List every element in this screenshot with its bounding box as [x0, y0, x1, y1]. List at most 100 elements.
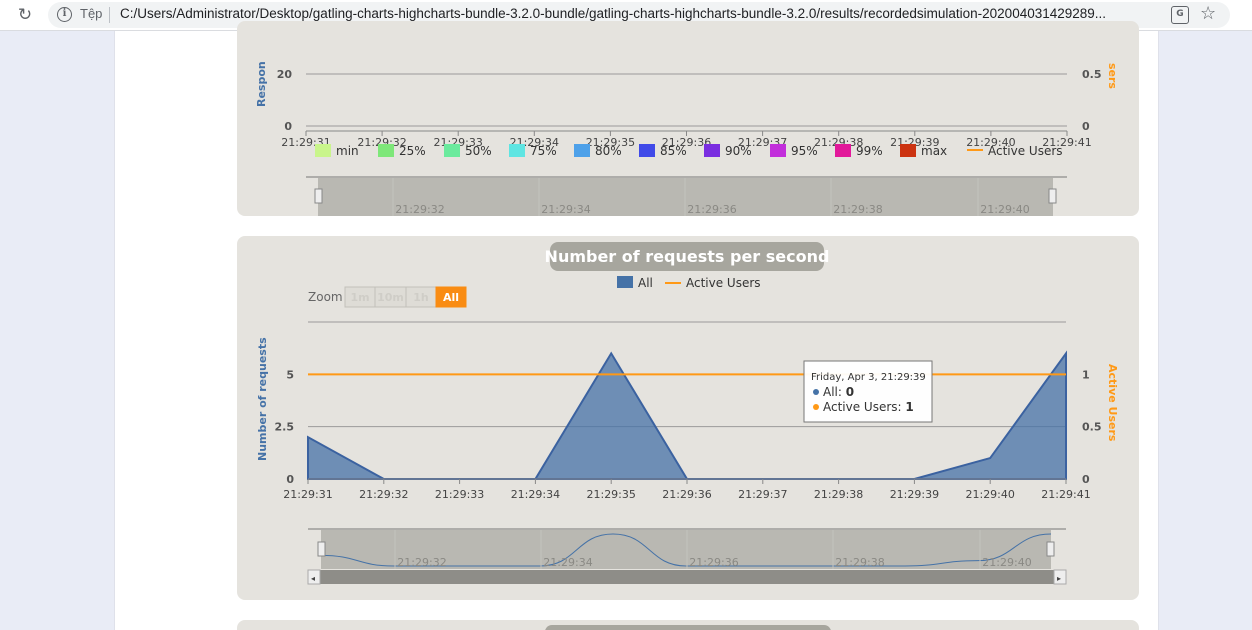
- zoom-button-All[interactable]: All: [435, 286, 467, 308]
- legend-item[interactable]: 95%: [770, 144, 818, 158]
- zoom-button-1m[interactable]: 1m: [344, 286, 376, 308]
- report-page: 20 0 0.5 0 Respon sers 21:29:31 21:29:32 21:…: [114, 21, 1159, 630]
- navigator-tick-label: 21:29:38: [835, 556, 884, 569]
- navigator-window[interactable]: [321, 530, 1051, 569]
- tooltip-all-row: All: 0: [823, 385, 854, 399]
- legend-label: Active Users: [988, 144, 1063, 158]
- x-tick-label: 21:29:35: [586, 136, 635, 149]
- navigator-right-handle[interactable]: [1046, 541, 1055, 557]
- requests-chart: Number of requests per second All Active…: [256, 242, 1119, 585]
- navigator-left-handle[interactable]: [314, 188, 323, 204]
- y2-tick-label: 0.5: [1082, 68, 1102, 81]
- y2-tick-label: 0: [1082, 473, 1090, 486]
- navigator-tick-label: 21:29:32: [397, 556, 446, 569]
- tooltip-users-value: 1: [905, 400, 913, 414]
- legend-item[interactable]: Active Users: [967, 144, 1063, 158]
- tooltip-all-value: 0: [846, 385, 854, 399]
- legend-label: 95%: [791, 144, 818, 158]
- y-tick-label: 2.5: [275, 421, 295, 434]
- x-tick-label: 21:29:33: [435, 488, 484, 501]
- legend: min 25% 50% 75% 80% 85% 90% 95% 99% max Active Use…: [315, 144, 1063, 158]
- info-icon[interactable]: i: [57, 7, 72, 22]
- legend-item[interactable]: 50%: [444, 144, 492, 158]
- legend-item[interactable]: 75%: [509, 144, 557, 158]
- legend-item[interactable]: 90%: [704, 144, 752, 158]
- legend-swatch: [574, 144, 590, 157]
- x-tick-label: 21:29:34: [511, 488, 560, 501]
- legend-swatch-all[interactable]: [617, 276, 633, 288]
- y2-axis-ticks: 0.50: [1082, 68, 1102, 133]
- x-tick-label: 21:29:36: [662, 488, 711, 501]
- reload-icon[interactable]: ↻: [17, 5, 33, 25]
- navigator-left-handle[interactable]: [317, 541, 326, 557]
- navigator-ticks: 21:29:32 21:29:34 21:29:36 21:29:38 21:29:40: [394, 530, 1032, 569]
- x-tick-label: 21:29:36: [662, 136, 711, 149]
- legend-item[interactable]: 99%: [835, 144, 883, 158]
- chart-title-background: [550, 242, 824, 271]
- zoom-label: Zoom: [308, 290, 343, 304]
- legend-item[interactable]: 80%: [574, 144, 622, 158]
- navigator-series-line: [320, 533, 1052, 567]
- legend-item[interactable]: 25%: [378, 144, 426, 158]
- legend-swatch: [770, 144, 786, 157]
- navigator-right-handle[interactable]: [1048, 188, 1057, 204]
- y-tick-label: 0: [284, 120, 292, 133]
- legend-label: 80%: [595, 144, 622, 158]
- url-text[interactable]: C:/Users/Administrator/Desktop/gatling-c…: [120, 6, 1107, 21]
- navigator-tick-label: 21:29:34: [541, 203, 590, 216]
- navigator-tick-label: 21:29:40: [982, 556, 1031, 569]
- scheme-label: Tệp: [80, 6, 103, 21]
- y-tick-label: 5: [286, 368, 294, 381]
- legend-label: 25%: [399, 144, 426, 158]
- zoom-button-label: 1h: [413, 291, 429, 304]
- legend-swatch: [704, 144, 720, 157]
- navigator-tick-label: 21:29:36: [689, 556, 738, 569]
- address-bar[interactable]: i Tệp C:/Users/Administrator/Desktop/gat…: [48, 2, 1230, 28]
- x-tick-label: 21:29:32: [357, 136, 406, 149]
- bookmark-star-icon[interactable]: ☆: [1200, 3, 1217, 24]
- legend-label: min: [336, 144, 359, 158]
- scrollbar-left-arrow[interactable]: [307, 569, 321, 585]
- legend-swatch: [900, 144, 916, 157]
- navigator-tick-label: 21:29:40: [980, 203, 1029, 216]
- y-axis-label: Number of requests: [256, 337, 269, 461]
- navigator-ticks: 21:29:32 21:29:34 21:29:36 21:29:38 21:29:40: [392, 178, 1030, 216]
- y-axis-label: Respon: [255, 61, 268, 107]
- navigator-tick-label: 21:29:34: [543, 556, 592, 569]
- y-grid: [306, 73, 1067, 127]
- translate-icon[interactable]: G: [1171, 6, 1189, 24]
- x-tick-label: 21:29:41: [1042, 136, 1091, 149]
- y2-tick-label: 0.5: [1082, 421, 1102, 434]
- zoom-button-label: All: [443, 291, 459, 304]
- navigator[interactable]: 21:29:32 21:29:34 21:29:36 21:29:38 21:29:40…: [307, 528, 1067, 585]
- legend-swatch: [315, 144, 331, 157]
- zoom-button-1h[interactable]: 1h: [405, 286, 437, 308]
- tooltip-users-dot: [813, 404, 819, 410]
- chart-title: Number of requests per second: [545, 247, 830, 266]
- legend-swatch: [378, 144, 394, 157]
- y2-tick-label: 1: [1082, 368, 1090, 381]
- legend-label: 90%: [725, 144, 752, 158]
- legend-label-all[interactable]: All: [638, 276, 653, 290]
- address-separator: [109, 7, 110, 23]
- legend-swatch: [835, 144, 851, 157]
- navigator-scrollbar[interactable]: [308, 570, 1066, 584]
- legend-label: 75%: [530, 144, 557, 158]
- legend-item[interactable]: max: [900, 144, 947, 158]
- x-axis-ticks: 21:29:31 21:29:32 21:29:33 21:29:34 21:29:35…: [281, 131, 1092, 149]
- response-time-chart: 200 0.50 Respon sers 21:29:31 21:29:32 21:…: [255, 61, 1119, 232]
- scrollbar-right-arrow[interactable]: [1053, 569, 1067, 585]
- x-tick-label: 21:29:35: [586, 488, 635, 501]
- tooltip-all-dot: [813, 389, 819, 395]
- zoom-button-label: 10m: [377, 291, 404, 304]
- legend-item[interactable]: 85%: [639, 144, 687, 158]
- y2-tick-label: 0: [1082, 120, 1090, 133]
- legend-label-active-users[interactable]: Active Users: [686, 276, 761, 290]
- x-tick-label: 21:29:40: [965, 488, 1014, 501]
- navigator[interactable]: 21:29:32 21:29:34 21:29:36 21:29:38 21:29:40…: [305, 176, 1068, 232]
- series-all-area[interactable]: [307, 350, 1067, 480]
- zoom-button-10m[interactable]: 10m: [374, 286, 407, 308]
- browser-toolbar: ↻ i Tệp C:/Users/Administrator/Desktop/g…: [0, 0, 1252, 31]
- next-chart-title-background: [545, 625, 831, 630]
- legend-item[interactable]: min: [315, 144, 359, 158]
